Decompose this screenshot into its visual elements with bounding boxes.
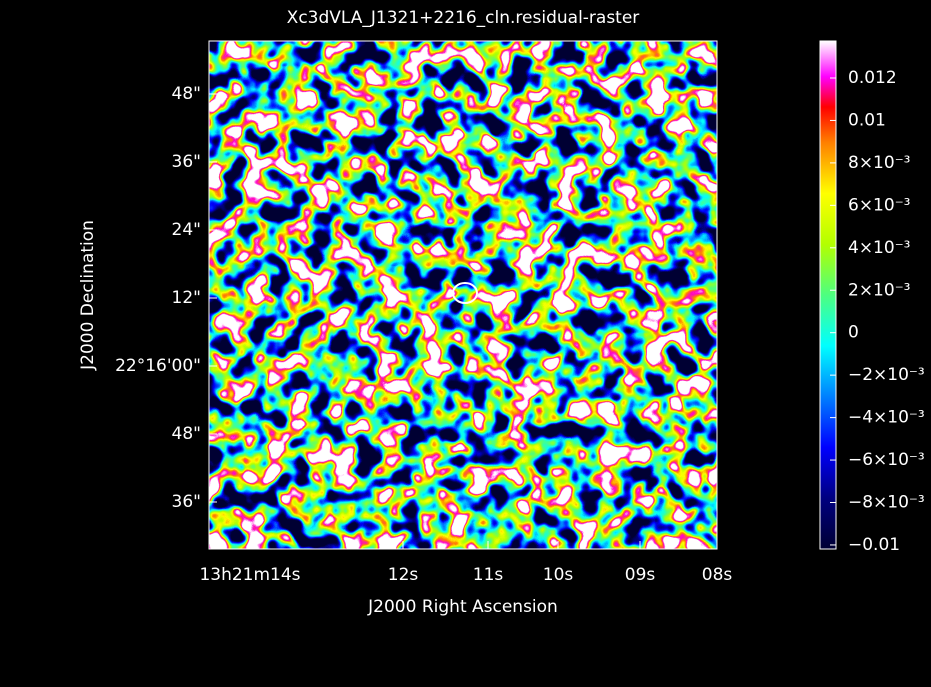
colorbar-tick-label: −0.01 [848, 535, 900, 555]
colorbar-tick-label: 2×10⁻³ [848, 280, 910, 300]
colorbar [819, 40, 837, 550]
colorbar-tick-label: −8×10⁻³ [848, 493, 925, 513]
x-tick-label: 09s [625, 565, 656, 585]
colorbar-tick-label: −6×10⁻³ [848, 450, 925, 470]
image-frame [208, 40, 718, 550]
y-tick-label: 22°16'00" [115, 356, 201, 376]
beam-marker [452, 282, 478, 304]
colorbar-tick-label: 0.012 [848, 68, 897, 88]
colorbar-tick-label: −2×10⁻³ [848, 365, 925, 385]
colorbar-tick-label: 0 [848, 323, 859, 343]
image-title: Xc3dVLA_J1321+2216_cln.residual-raster [287, 8, 640, 28]
colorbar-tick-label: 8×10⁻³ [848, 153, 910, 173]
y-tick-label: 36" [172, 152, 201, 172]
x-tick-label: 13h21m14s [199, 565, 300, 585]
colorbar-tick-label: −4×10⁻³ [848, 408, 925, 428]
y-tick-label: 12" [172, 288, 201, 308]
raster-image [209, 41, 717, 549]
colorbar-tick-label: 6×10⁻³ [848, 195, 910, 215]
x-axis-label: J2000 Right Ascension [367, 597, 558, 617]
x-tick-label: 10s [543, 565, 574, 585]
x-tick-label: 08s [702, 565, 733, 585]
colorbar-tick-label: 4×10⁻³ [848, 238, 910, 258]
colorbar-tick-label: 0.01 [848, 110, 886, 130]
y-tick-label: 48" [172, 84, 201, 104]
y-tick-label: 24" [172, 220, 201, 240]
x-tick-label: 11s [473, 565, 504, 585]
y-axis-label: J2000 Declination [78, 220, 98, 371]
y-tick-label: 48" [172, 424, 201, 444]
tick-labels: 13h21m14s 12s 11s 10s 09s 08s 48" 36" 24" 12" 22°1… [115, 68, 925, 585]
x-tick-label: 12s [388, 565, 419, 585]
y-tick-label: 36" [172, 492, 201, 512]
